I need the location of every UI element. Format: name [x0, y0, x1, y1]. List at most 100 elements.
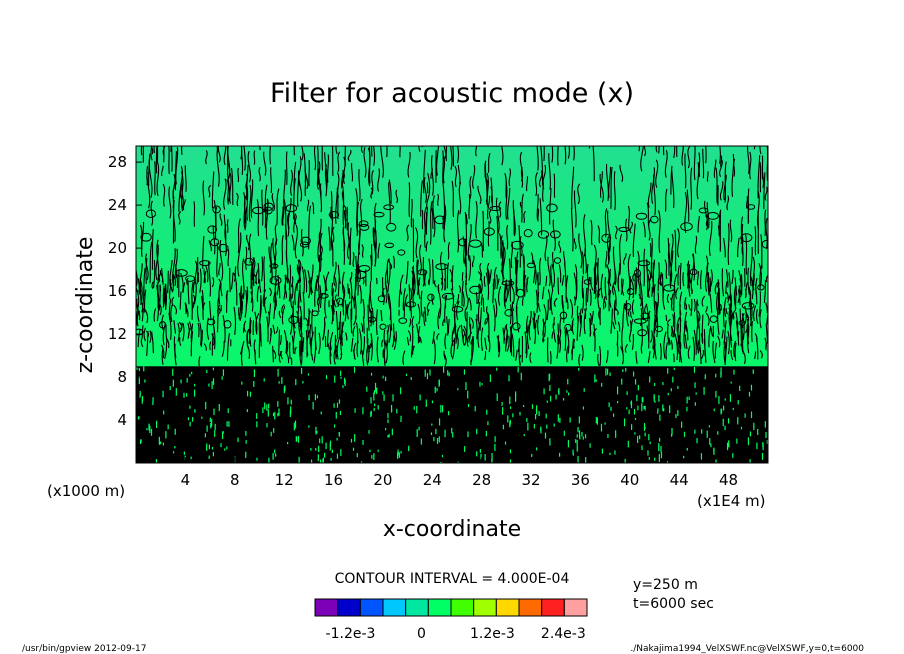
contour-stroke	[625, 303, 629, 327]
closed-contour	[207, 225, 218, 234]
contour-stroke	[342, 188, 345, 226]
gap-speck	[294, 420, 297, 429]
contour-stroke	[585, 287, 588, 307]
gap-speck	[294, 462, 296, 463]
gap-speck	[701, 429, 703, 434]
contour-stroke	[278, 350, 283, 363]
contour-stroke	[492, 278, 495, 304]
gap-speck	[514, 394, 517, 402]
contour-stroke	[573, 146, 575, 161]
contour-stroke	[687, 146, 691, 169]
gap-speck	[396, 452, 399, 459]
contour-stroke	[748, 286, 751, 307]
gap-speck	[295, 436, 297, 442]
gap-speck	[400, 451, 402, 454]
contour-stroke	[565, 275, 569, 303]
gap-speck	[165, 431, 167, 439]
contour-stroke	[447, 241, 451, 260]
contour-stroke	[565, 327, 570, 354]
contour-stroke	[581, 287, 585, 314]
contour-stroke	[152, 260, 156, 289]
contour-stroke	[674, 333, 679, 361]
contour-stroke	[287, 212, 290, 237]
contour-stroke	[355, 255, 358, 274]
gap-speck	[744, 413, 746, 418]
contour-stroke	[343, 204, 347, 222]
contour-stroke	[456, 300, 460, 321]
colorbar-tick-label: 2.4e-3	[541, 626, 586, 642]
closed-contour	[212, 205, 221, 214]
gap-speck	[576, 434, 578, 438]
contour-stroke	[149, 241, 153, 284]
contour-stroke	[564, 328, 567, 338]
gap-speck	[320, 459, 322, 463]
contour-stroke	[208, 260, 212, 297]
contour-stroke	[410, 198, 413, 228]
contour-stroke	[462, 328, 467, 346]
contour-stroke	[604, 208, 608, 238]
contour-stroke	[387, 295, 392, 311]
contour-stroke	[623, 253, 627, 265]
contour-stroke	[159, 269, 164, 283]
gap-speck	[138, 367, 140, 372]
gap-speck	[736, 438, 738, 444]
contour-stroke	[694, 235, 698, 254]
contour-stroke	[759, 146, 762, 155]
contour-stroke	[688, 304, 691, 311]
contour-stroke	[306, 329, 311, 356]
gap-speck	[457, 461, 459, 463]
gap-speck	[502, 407, 504, 415]
gap-speck	[354, 434, 356, 442]
contour-stroke	[575, 278, 578, 299]
contour-stroke	[598, 309, 601, 321]
contour-stroke	[382, 348, 385, 358]
closed-contour	[383, 204, 395, 211]
contour-stroke	[202, 180, 206, 216]
contour-stroke	[151, 281, 154, 290]
contour-stroke	[698, 152, 701, 177]
gap-speck	[644, 432, 646, 437]
contour-stroke	[519, 235, 523, 257]
contour-stroke	[453, 304, 457, 328]
gap-speck	[703, 387, 705, 395]
gap-speck	[222, 431, 224, 434]
gap-speck	[263, 378, 265, 382]
contour-stroke	[162, 146, 166, 157]
y-tick-label: 8	[117, 368, 127, 386]
gap-speck	[211, 447, 214, 450]
contour-stroke	[461, 280, 464, 307]
contour-stroke	[443, 146, 447, 159]
gap-speck	[382, 391, 384, 395]
contour-stroke	[162, 323, 166, 346]
contour-stroke	[171, 146, 173, 172]
contour-stroke	[456, 146, 460, 164]
contour-stroke	[362, 276, 365, 285]
gap-speck	[340, 376, 342, 379]
gap-speck	[143, 366, 145, 372]
contour-stroke	[715, 167, 718, 204]
closed-contour	[523, 229, 533, 238]
contour-stroke	[487, 335, 491, 353]
contour-stroke	[482, 297, 485, 313]
contour-stroke	[687, 345, 691, 360]
contour-stroke	[606, 210, 611, 253]
contour-stroke	[164, 288, 167, 309]
closed-contour	[299, 241, 310, 248]
contour-stroke	[432, 195, 436, 238]
gap-speck	[509, 419, 511, 425]
contour-stroke	[725, 291, 729, 300]
contour-stroke	[620, 279, 624, 295]
gap-speck	[709, 438, 711, 445]
gap-speck	[582, 406, 585, 410]
contour-stroke	[293, 146, 295, 156]
gap-speck	[555, 394, 557, 400]
gap-speck	[425, 399, 427, 407]
contour-stroke	[249, 319, 252, 334]
gap-speck	[538, 411, 540, 417]
contour-stroke	[251, 257, 255, 281]
contour-stroke	[634, 273, 637, 294]
contour-stroke	[336, 336, 341, 360]
contour-stroke	[553, 297, 558, 307]
closed-contour	[526, 262, 536, 269]
